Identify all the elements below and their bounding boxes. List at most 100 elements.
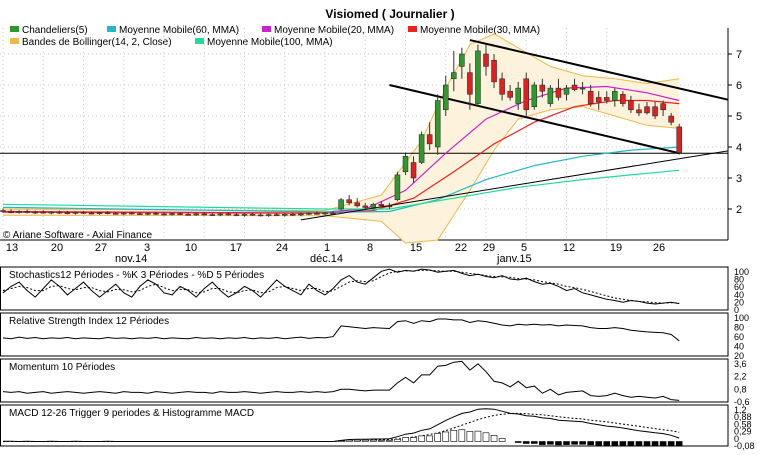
macd-histogram-bar: [675, 441, 683, 447]
candle-body: [571, 84, 578, 90]
macd-histogram-bar: [603, 441, 611, 447]
candle-body: [475, 50, 481, 104]
panel-y-label: 20: [734, 351, 744, 361]
x-tick-label: 20: [51, 242, 63, 254]
x-tick-label: 12: [563, 242, 575, 254]
macd-histogram-bar: [410, 437, 417, 442]
candle-body: [32, 211, 38, 214]
candle-body: [185, 214, 191, 216]
candle-body: [579, 87, 586, 90]
candle-body: [169, 213, 175, 215]
copyright-text: © Ariane Software - Axial Finance: [3, 230, 153, 241]
legend-label: Moyenne Mobile(100, MMA): [207, 37, 333, 48]
candle-body: [112, 213, 119, 215]
bollinger-lower-line: [2, 106, 680, 244]
panel-title: MACD 12-26 Trigger 9 periodes & Histogra…: [9, 408, 254, 419]
x-tick-label: 10: [185, 242, 197, 254]
candle-body: [563, 87, 570, 95]
candle-body: [523, 78, 529, 111]
legend-swatch: [107, 26, 116, 32]
macd-histogram-bar: [378, 440, 385, 442]
x-tick-label: 27: [95, 242, 107, 254]
candle-body: [515, 87, 521, 104]
candle-body: [40, 211, 46, 214]
panel-y-label: 60: [734, 332, 744, 342]
legend-swatch: [262, 26, 271, 32]
macd-histogram-bar: [611, 441, 619, 446]
candle-body: [370, 204, 377, 208]
candle-body: [531, 84, 538, 107]
month-label: nov.14: [115, 253, 147, 265]
candle-body: [547, 87, 554, 104]
candle-body: [467, 72, 473, 95]
macd-histogram-bar: [514, 441, 522, 443]
macd-histogram-bar: [337, 440, 345, 442]
candle-body: [652, 106, 658, 117]
moving-average-line: [2, 85, 680, 214]
candle-body: [314, 213, 320, 215]
candle-body: [660, 103, 666, 111]
x-tick-label: 3: [144, 242, 150, 254]
panel-y-label: 0,8: [734, 384, 747, 394]
macd-histogram-bar: [394, 438, 401, 442]
candle-body: [145, 213, 151, 215]
x-tick-label: 1: [324, 242, 330, 254]
y-tick-label: 4: [736, 142, 742, 154]
legend-swatch: [10, 26, 19, 32]
macd-histogram-bar: [442, 431, 450, 442]
panel-frame: [0, 266, 729, 311]
candle-body: [330, 212, 336, 215]
candle-body: [668, 115, 674, 123]
candle-body: [273, 214, 280, 216]
macd-histogram-bar: [345, 439, 353, 442]
panel-y-label: 100: [734, 267, 749, 277]
legend: Chandeliers(5) Moyenne Mobile(60, MMA) Moy…: [10, 25, 540, 48]
macd-histogram-bar: [498, 438, 506, 442]
panel-y-label: 0,88: [734, 412, 752, 422]
candle-body: [233, 214, 240, 216]
candle-body: [338, 199, 344, 210]
x-tick-label: 22: [455, 242, 467, 254]
legend-swatch: [408, 26, 417, 32]
candle-body: [644, 106, 650, 114]
candle-body: [177, 213, 183, 215]
x-tick-label: 17: [230, 242, 242, 254]
candle-body: [587, 90, 594, 104]
momentum-panel: Momentum 10 Périodes 3,6 2,2 0,8 -0,6: [0, 358, 750, 407]
trendline: [469, 39, 729, 101]
panel-y-label: 20: [734, 297, 744, 307]
candle-body: [209, 214, 216, 216]
candle-body: [249, 214, 256, 216]
panel-y-label: 40: [734, 342, 744, 352]
macd-histogram-bar: [651, 441, 659, 447]
macd-histogram-bar: [369, 439, 377, 442]
x-tick-label: 8: [367, 242, 373, 254]
macd-histogram-bar: [579, 441, 586, 445]
candle-body: [322, 212, 328, 215]
panel-y-label: 80: [734, 275, 744, 285]
candle-body: [241, 214, 248, 216]
panel-y-label: 40: [734, 290, 744, 300]
candle-body: [153, 213, 159, 215]
candle-body: [16, 211, 22, 213]
candle-body: [604, 97, 610, 101]
candle-body: [676, 126, 682, 153]
macd-histogram-bar: [563, 441, 570, 445]
panel-frame: [0, 404, 729, 447]
x-tick-label: 13: [6, 242, 18, 254]
macd-histogram-bar: [667, 441, 675, 447]
candle-body: [80, 212, 87, 214]
x-tick-label: 5: [521, 242, 527, 254]
candle-body: [628, 100, 634, 111]
candle-body: [121, 212, 127, 215]
candle-body: [257, 214, 264, 217]
macd-panel: MACD 12-26 Trigger 9 periodes & Histogra…: [0, 404, 755, 451]
macd-histogram-bar: [627, 441, 635, 447]
macd-histogram-bar: [539, 441, 546, 445]
macd-histogram-bar: [547, 441, 554, 445]
x-tick-label: 19: [610, 242, 622, 254]
candle-body: [612, 90, 618, 101]
macd-histogram-bar: [530, 441, 538, 444]
candle-body: [193, 213, 199, 216]
x-tick-label: 29: [483, 242, 495, 254]
